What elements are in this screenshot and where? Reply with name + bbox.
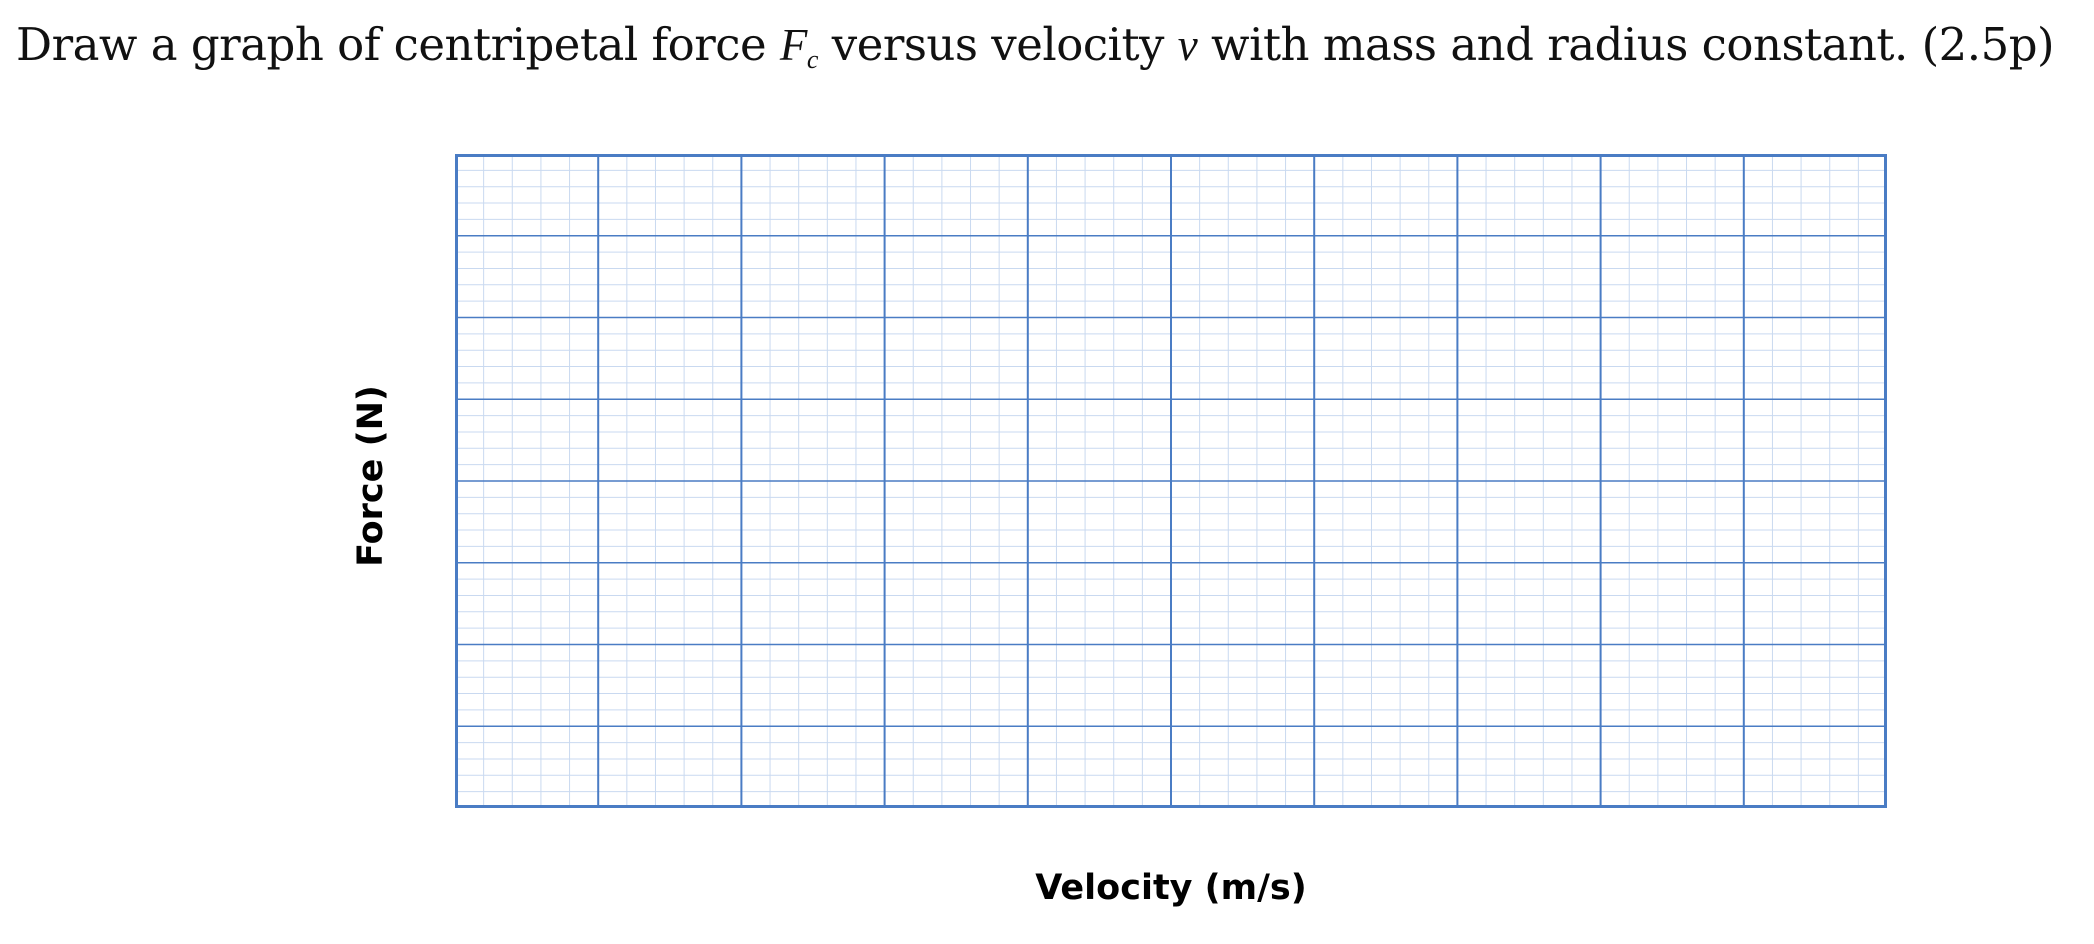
question-suffix: with mass and radius constant. (2.5p) [1197, 18, 2055, 71]
velocity-symbol: v [1177, 20, 1198, 70]
question-middle: versus velocity [817, 18, 1178, 71]
y-axis-label: Force (N) [351, 385, 391, 567]
graph-paper-grid[interactable] [455, 154, 1887, 808]
question-prefix: Draw a graph of centripetal force [16, 18, 780, 71]
x-axis-label: Velocity (m/s) [1035, 868, 1307, 908]
major-grid-lines [455, 154, 1887, 808]
force-subscript: c [806, 45, 819, 74]
graph-border [455, 154, 1887, 808]
question-text: Draw a graph of centripetal force Fc ver… [16, 14, 2086, 91]
force-symbol: Fc [779, 20, 819, 74]
